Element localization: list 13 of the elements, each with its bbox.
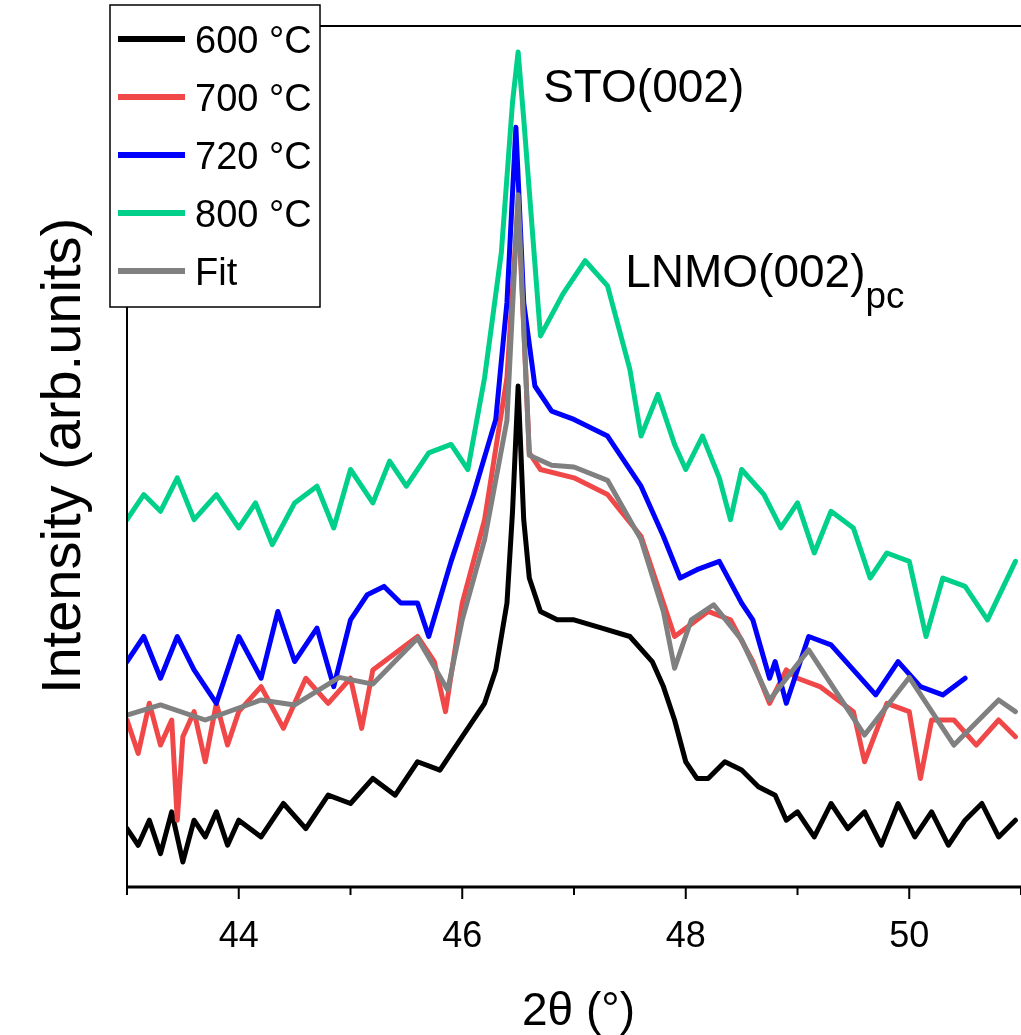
y-axis-title: Intensity (arb.units) <box>29 217 92 695</box>
legend-label: 720 °C <box>195 135 312 177</box>
x-tick-label: 46 <box>442 914 483 955</box>
legend-label: Fit <box>195 251 238 293</box>
legend-label: 700 °C <box>195 77 312 119</box>
legend-label: 800 °C <box>195 193 312 235</box>
x-tick-label: 44 <box>218 914 259 955</box>
annotation: LNMO(002)$_{pc}$ <box>625 244 905 316</box>
x-tick-label: 50 <box>889 914 930 955</box>
legend-label: 600 °C <box>195 19 312 61</box>
annotation: STO(002) <box>543 60 745 112</box>
x-tick-label: 48 <box>665 914 706 955</box>
x-axis-title: 2θ (°) <box>522 983 635 1035</box>
